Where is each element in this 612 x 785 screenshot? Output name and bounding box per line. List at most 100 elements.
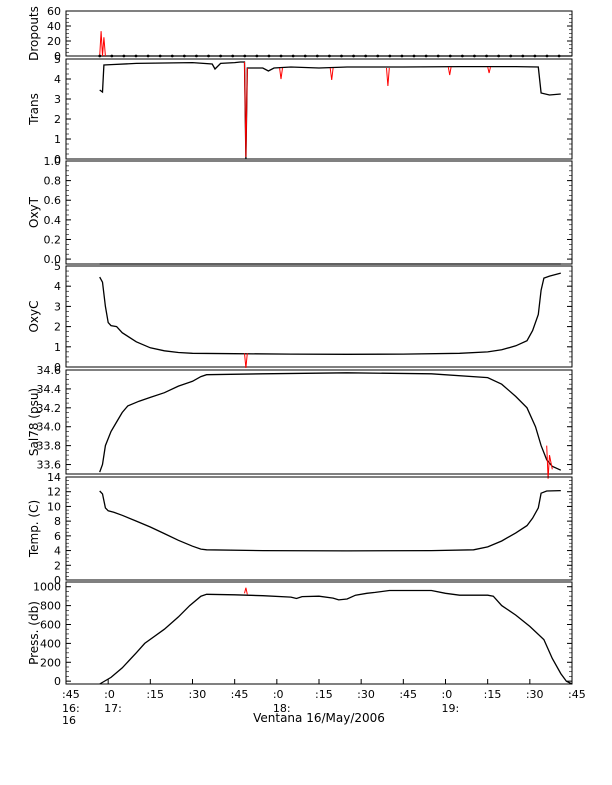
x-tick-label: :45 — [568, 688, 586, 701]
y-tick-label: 34.4 — [37, 383, 62, 396]
y-tick-label: 0.8 — [44, 175, 62, 188]
series-line-red — [279, 67, 283, 80]
series-marker — [557, 54, 561, 58]
series-line-red — [546, 445, 553, 479]
y-tick-label: 2 — [54, 321, 61, 334]
series-marker — [497, 54, 501, 58]
series-marker — [436, 54, 440, 58]
y-tick-label: 6 — [54, 530, 61, 543]
y-tick-label: 200 — [40, 656, 61, 669]
y-axis-label: Temp. (C) — [27, 500, 41, 558]
series-marker — [231, 54, 235, 58]
series-marker — [110, 54, 114, 58]
y-axis-label: Trans — [27, 93, 41, 126]
series-marker — [376, 54, 380, 58]
y-tick-label: 4 — [54, 73, 61, 86]
y-tick-label: 400 — [40, 637, 61, 650]
y-tick-label: 4 — [54, 545, 61, 558]
y-tick-label: 10 — [47, 500, 61, 513]
series-marker — [98, 54, 102, 58]
series-marker — [412, 54, 416, 58]
x-tick-label: :0 — [104, 688, 115, 701]
series-line-black — [99, 372, 562, 473]
y-tick-label: 0.4 — [44, 214, 62, 227]
series-marker — [388, 54, 392, 58]
series-marker — [122, 54, 126, 58]
series-marker — [424, 54, 428, 58]
series-marker — [255, 54, 259, 58]
y-tick-label: 1.0 — [44, 155, 62, 168]
series-marker — [545, 54, 549, 58]
y-tick-label: 3 — [54, 93, 61, 106]
series-marker — [170, 54, 174, 58]
series-marker — [533, 54, 537, 58]
x-tick-label: :15 — [146, 688, 164, 701]
y-tick-label: 5 — [54, 53, 61, 66]
series-marker — [340, 54, 343, 58]
panel-frame — [65, 160, 573, 265]
y-tick-label: 0.2 — [44, 233, 62, 246]
series-marker — [509, 54, 513, 58]
y-tick-label: 33.8 — [37, 440, 62, 453]
y-tick-label: 20 — [47, 35, 61, 48]
series-marker — [521, 54, 525, 58]
y-axis-label: OxyT — [27, 196, 41, 228]
panel-press: 0 200 400 600 800 1000 Press. (db) — [27, 581, 573, 688]
x-tick-label: :45 — [399, 688, 417, 701]
series-line-black — [99, 589, 573, 685]
y-tick-label: 1000 — [33, 581, 61, 594]
panel-frame — [65, 10, 573, 57]
y-tick-label: 1 — [54, 133, 61, 146]
y-tick-label: 34.0 — [37, 421, 62, 434]
panel-frame — [65, 369, 573, 475]
series-marker — [352, 54, 355, 58]
y-tick-label: 34.6 — [37, 364, 62, 377]
x-tick-label: :15 — [484, 688, 502, 701]
y-tick-label: 14 — [47, 471, 61, 484]
series-marker — [364, 54, 368, 58]
x-tick-sublabel: 19: — [442, 702, 460, 715]
series-marker — [182, 54, 186, 58]
series-line-black — [99, 272, 561, 355]
series-line-red — [329, 67, 334, 81]
y-tick-label: 3 — [54, 300, 61, 313]
series-line-red — [487, 66, 491, 74]
y-tick-label: 4 — [54, 280, 61, 293]
panel-frame — [65, 265, 573, 368]
chart-panels: 0204060Dropouts012345Trans0.00.20.40.60.… — [27, 5, 573, 688]
series-line-red — [386, 67, 390, 87]
x-axis-label: Ventana 16/May/2006 — [253, 711, 385, 725]
y-tick-label: 600 — [40, 619, 61, 632]
panel-oxyt: 0.0 0.2 0.4 0.6 0.8 1.0 OxyT — [27, 155, 573, 266]
y-tick-label: 0 — [54, 574, 61, 587]
panel-sal78: 33.6 33.8 34.0 34.2 34.4 34.6 Sal78 (psu) — [27, 364, 573, 479]
series-marker — [400, 54, 404, 58]
y-tick-label: 5 — [54, 260, 61, 273]
series-line-red — [244, 587, 248, 595]
series-marker — [485, 54, 488, 58]
x-tick-label: :45 — [231, 688, 249, 701]
x-tick-label: :45 — [62, 688, 80, 701]
panel-frame — [65, 581, 573, 685]
series-marker — [303, 54, 307, 58]
panel-oxyc: 0 1 2 3 4 5 OxyC — [27, 260, 573, 374]
series-marker — [315, 54, 319, 58]
series-marker — [219, 54, 223, 58]
panel-trans: 0 1 2 3 4 5 Trans — [27, 53, 573, 166]
panel-dropouts: 0 20 40 60 Dropouts — [27, 5, 573, 63]
y-tick-label: 0 — [54, 361, 61, 374]
y-tick-label: 0 — [54, 50, 61, 63]
y-tick-label: 33.6 — [37, 459, 62, 472]
x-tick-label: :0 — [273, 688, 284, 701]
y-tick-label: 8 — [54, 515, 61, 528]
series-marker — [267, 54, 271, 58]
x-axis: :4516:16:017::15:30:45:018::15:30:45:019… — [62, 679, 586, 727]
y-tick-label: 12 — [47, 486, 61, 499]
series-line-black — [99, 489, 561, 552]
x-tick-label: :15 — [315, 688, 333, 701]
x-tick-sublabel: 17: — [104, 702, 122, 715]
y-tick-label: 60 — [47, 5, 61, 18]
series-line-red — [447, 66, 452, 76]
series-marker — [448, 54, 452, 58]
